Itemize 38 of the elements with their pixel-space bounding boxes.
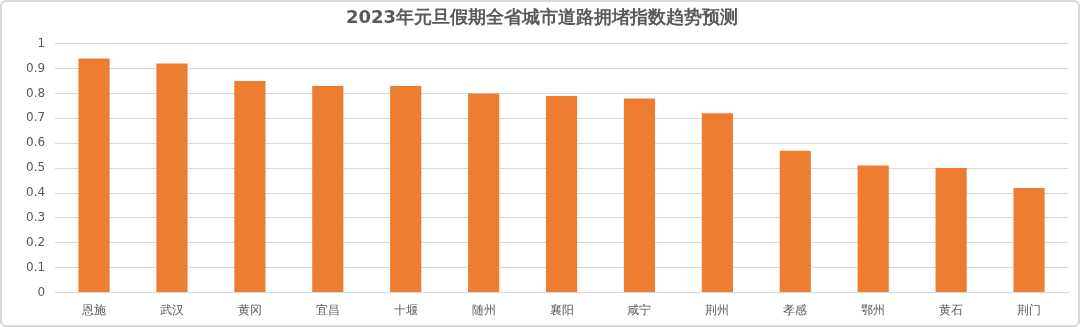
bar xyxy=(857,165,889,293)
x-tick-label: 荆门 xyxy=(1017,302,1042,317)
y-tick-label: 0.4 xyxy=(25,185,46,200)
y-tick-label: 0.7 xyxy=(25,110,46,125)
bar xyxy=(779,150,811,293)
x-tick-label: 黄石 xyxy=(939,302,964,317)
bar xyxy=(390,85,422,293)
y-tick-label: 0.9 xyxy=(25,60,46,75)
x-tick-label: 鄂州 xyxy=(861,302,886,317)
bar xyxy=(468,93,500,293)
bar xyxy=(623,98,656,293)
bar xyxy=(312,85,344,293)
x-tick-label: 宜昌 xyxy=(315,302,340,317)
bar xyxy=(234,80,266,293)
y-tick-label: 0.3 xyxy=(25,210,46,225)
bar xyxy=(935,168,967,293)
bar xyxy=(701,113,733,293)
x-tick-label: 恩施 xyxy=(81,302,107,317)
bar xyxy=(78,58,110,293)
y-tick-label: 0.1 xyxy=(25,259,46,274)
y-tick-label: 0.5 xyxy=(25,160,46,175)
bar xyxy=(545,95,578,293)
y-tick-label: 0.6 xyxy=(25,135,46,150)
x-tick-label: 咸宁 xyxy=(627,302,652,317)
x-tick-label: 十堰 xyxy=(393,302,418,317)
x-tick-label: 黄冈 xyxy=(237,302,262,317)
x-tick-label: 荆州 xyxy=(705,302,730,317)
y-tick-label: 0.2 xyxy=(25,234,46,249)
x-tick-label: 襄阳 xyxy=(549,302,574,317)
x-tick-label: 武汉 xyxy=(159,302,184,317)
chart-title: 2023年元旦假期全省城市道路拥堵指数趋势预测 xyxy=(345,6,739,28)
y-tick-label: 0.8 xyxy=(25,85,46,100)
y-tick-label: 0 xyxy=(37,284,46,299)
y-tick-label: 1 xyxy=(37,35,46,50)
x-tick-label: 随州 xyxy=(471,302,496,317)
bar xyxy=(156,63,188,293)
bar xyxy=(1013,188,1045,293)
x-tick-label: 孝感 xyxy=(783,302,808,317)
